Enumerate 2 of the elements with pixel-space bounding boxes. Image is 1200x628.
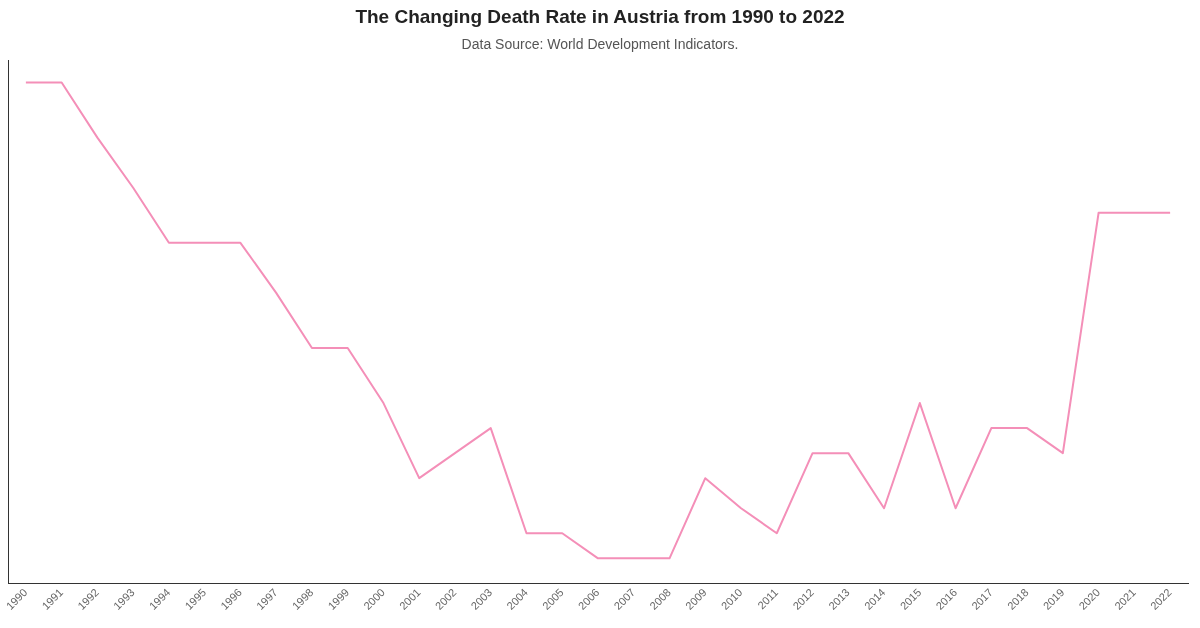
chart-title: The Changing Death Rate in Austria from 1990 to 2022	[354, 6, 846, 28]
chart-subtitle: Data Source: World Development Indicators.	[460, 36, 740, 52]
